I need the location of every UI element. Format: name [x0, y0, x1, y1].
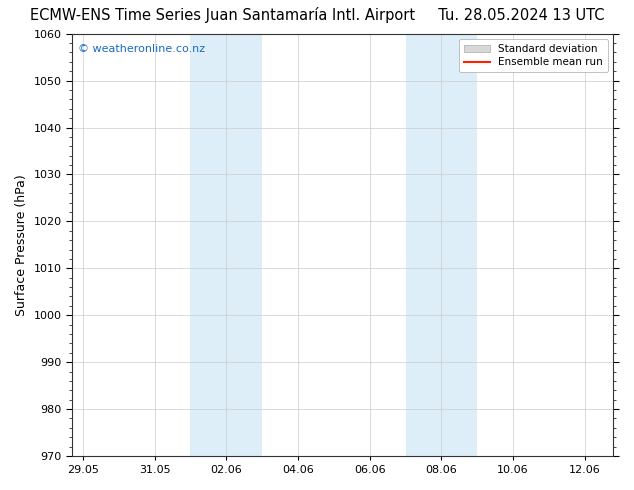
Text: © weatheronline.co.nz: © weatheronline.co.nz — [77, 44, 205, 54]
Text: ECMW-ENS Time Series Juan Santamaría Intl. Airport     Tu. 28.05.2024 13 UTC: ECMW-ENS Time Series Juan Santamaría Int… — [30, 7, 604, 24]
Bar — [406, 34, 477, 456]
Y-axis label: Surface Pressure (hPa): Surface Pressure (hPa) — [15, 174, 28, 316]
Legend: Standard deviation, Ensemble mean run: Standard deviation, Ensemble mean run — [458, 39, 608, 73]
Bar — [190, 34, 262, 456]
